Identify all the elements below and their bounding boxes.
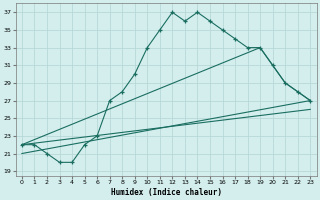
X-axis label: Humidex (Indice chaleur): Humidex (Indice chaleur)	[111, 188, 221, 197]
